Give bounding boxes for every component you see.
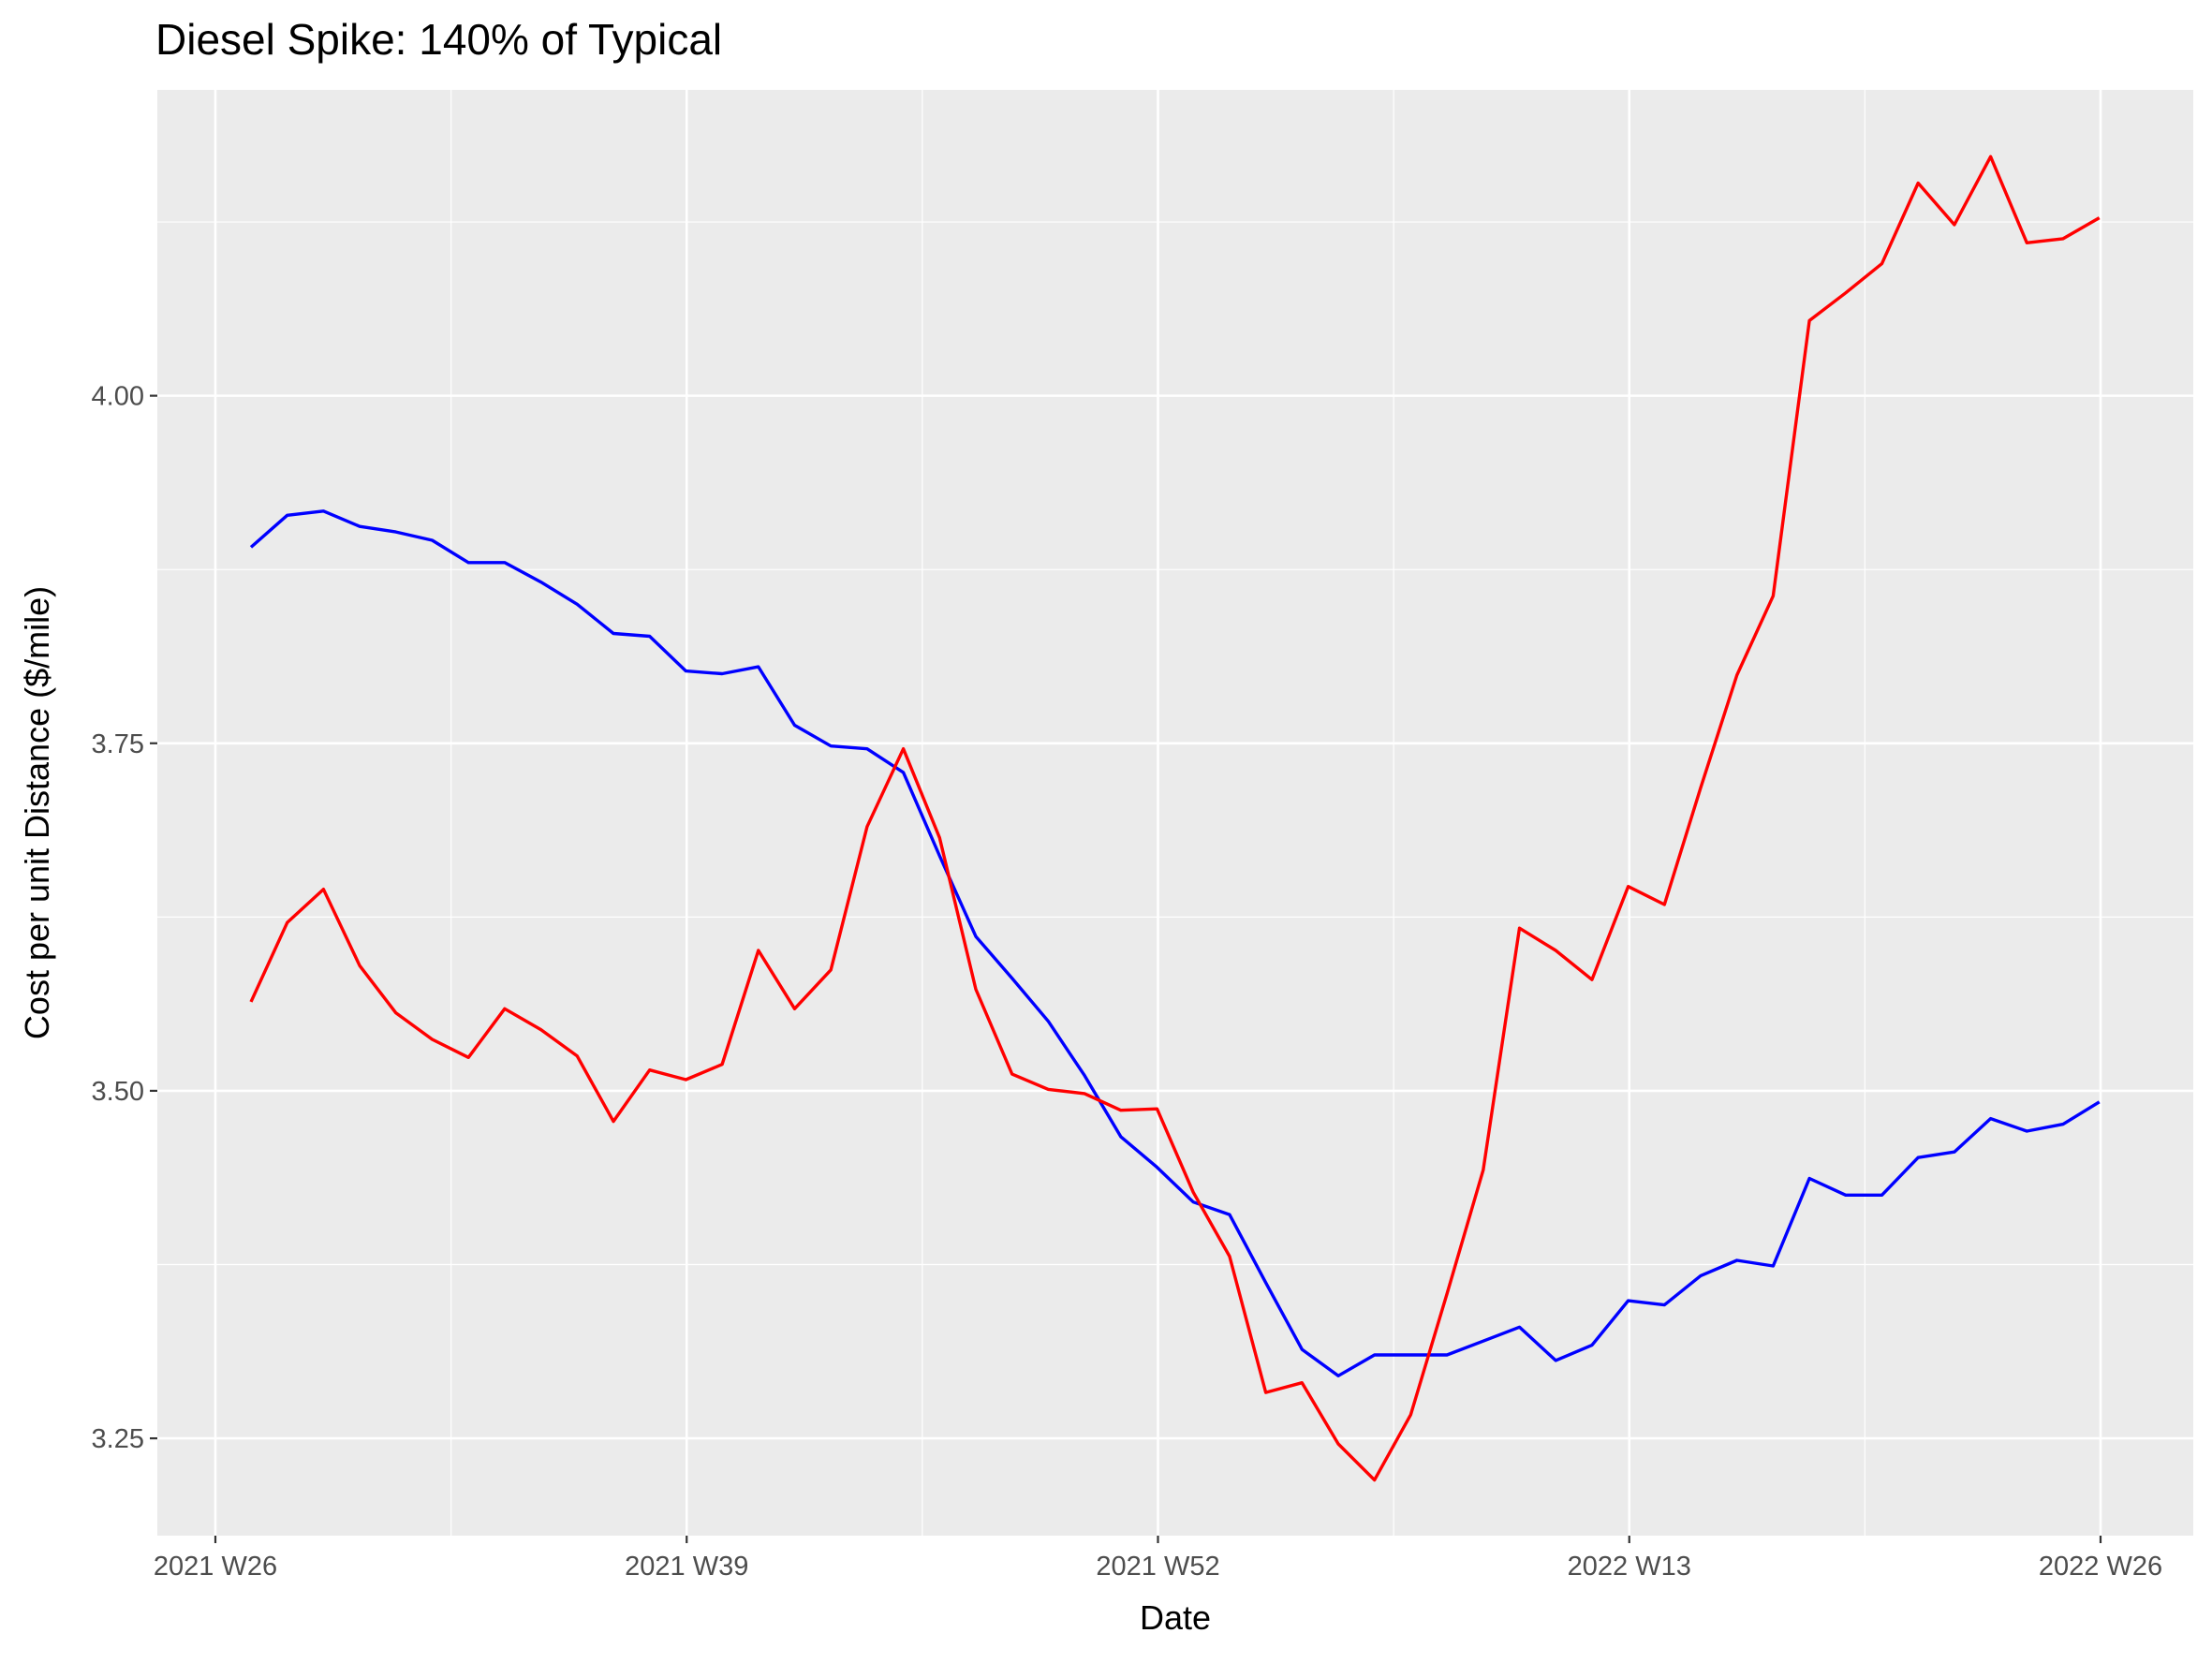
x-tick-label: 2022 W13	[1568, 1552, 1691, 1582]
x-axis-title: Date	[1140, 1598, 1211, 1637]
y-axis-title: Cost per unit Distance ($/mile)	[18, 586, 56, 1039]
y-tick-label: 3.25	[92, 1424, 144, 1454]
series-line-2	[249, 155, 2101, 1482]
y-tick-label: 3.75	[92, 729, 144, 759]
x-tick-label: 2021 W26	[154, 1552, 277, 1582]
y-axis: 3.25 3.50 3.75 4.00	[92, 382, 157, 1454]
x-tick-label: 2022 W26	[2039, 1552, 2162, 1582]
x-axis: 2021 W26 2021 W39 2021 W52 2022 W13 2022 W26	[154, 1536, 2162, 1582]
x-tick-label: 2021 W39	[625, 1552, 748, 1582]
x-tick-label: 2021 W52	[1096, 1552, 1219, 1582]
y-tick-label: 4.00	[92, 382, 144, 412]
y-tick-label: 3.50	[92, 1077, 144, 1107]
grid-major	[157, 90, 2193, 1536]
series-line-1	[249, 509, 2101, 1378]
chart-title: Diesel Spike: 140% of Typical	[155, 15, 722, 64]
plot-panel	[157, 90, 2193, 1536]
series-layer	[249, 155, 2101, 1482]
